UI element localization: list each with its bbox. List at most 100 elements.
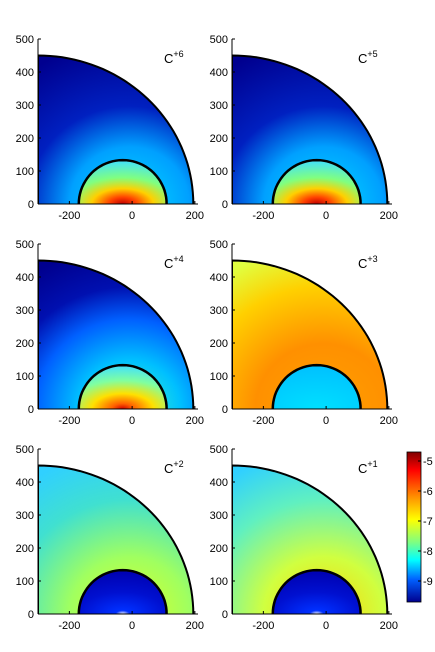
panel-c+6: 0 100 200 300 400 500 -200 0 200 C+6 — [16, 34, 204, 222]
x-tick-label: 0 — [129, 620, 135, 632]
x-tick-label: 0 — [129, 210, 135, 222]
panel-c+3: 0 100 200 300 400 500 -200 0 200 C+3 — [210, 239, 398, 427]
y-tick-label: 100 — [210, 371, 228, 383]
shock-region — [38, 465, 194, 614]
x-tick-label: 200 — [380, 210, 398, 222]
y-tick-label: 0 — [222, 404, 228, 416]
shock-boundary — [38, 464, 195, 614]
panel-label-base: C — [358, 461, 367, 476]
x-tick-label: -200 — [252, 210, 274, 222]
core-region — [78, 160, 167, 204]
y-tick-label: 300 — [210, 510, 228, 522]
x-tick-label: -200 — [58, 210, 80, 222]
y-tick-label: 200 — [16, 338, 34, 350]
panel-c+4: 0 100 200 300 400 500 -200 0 200 C+4 — [16, 239, 204, 427]
panel-label: C+6 — [164, 49, 184, 66]
shock-boundary — [38, 259, 195, 409]
colorbar: -5 -6 -7 -8 -9 — [406, 451, 433, 603]
panel-label-base: C — [358, 256, 367, 271]
y-tick-label: 400 — [16, 67, 34, 79]
y-tick-label: 0 — [28, 609, 34, 621]
y-tick-label: 400 — [210, 272, 228, 284]
shock-boundary — [232, 54, 389, 204]
obstacle-boundary — [77, 158, 168, 205]
colorbar-tick-label: -9 — [423, 576, 433, 588]
colorbar-tick-label: -8 — [423, 546, 433, 558]
panel-label-charge: +4 — [173, 254, 183, 264]
y-tick-label: 400 — [16, 477, 34, 489]
y-tick-label: 300 — [210, 305, 228, 317]
y-tick-label: 0 — [222, 609, 228, 621]
colorbar-tick-label: -7 — [423, 516, 433, 528]
panel-c+2: 0 100 200 300 400 500 -200 0 200 C+2 — [16, 444, 204, 632]
obstacle-boundary — [77, 363, 168, 410]
y-tick-label: 500 — [210, 34, 228, 46]
panel-label: C+1 — [358, 459, 378, 476]
shock-boundary — [232, 259, 389, 409]
obstacle-boundary — [271, 158, 362, 205]
panel-label-base: C — [358, 51, 367, 66]
y-tick-label: 500 — [210, 444, 228, 456]
x-tick-label: -200 — [252, 620, 274, 632]
y-tick-label: 100 — [16, 371, 34, 383]
colorbar-scale — [406, 451, 422, 603]
core-region — [78, 365, 167, 409]
panel-label-charge: +2 — [173, 459, 183, 469]
y-tick-label: 100 — [210, 576, 228, 588]
shock-region — [232, 260, 388, 409]
shock-region — [38, 260, 194, 409]
panel-label: C+4 — [164, 254, 184, 271]
x-tick-label: 0 — [323, 210, 329, 222]
shock-region — [38, 55, 194, 204]
obstacle-boundary — [271, 568, 362, 615]
y-tick-label: 300 — [210, 100, 228, 112]
y-tick-label: 100 — [16, 166, 34, 178]
x-tick-label: 200 — [380, 415, 398, 427]
y-tick-label: 0 — [222, 199, 228, 211]
x-tick-label: 200 — [380, 620, 398, 632]
y-tick-label: 300 — [16, 510, 34, 522]
core-region — [272, 365, 361, 409]
shock-boundary — [232, 464, 389, 614]
panel-label-base: C — [164, 461, 173, 476]
core-region — [272, 570, 361, 614]
obstacle-boundary — [77, 568, 168, 615]
y-tick-label: 200 — [210, 133, 228, 145]
panel-label: C+5 — [358, 49, 378, 66]
y-tick-label: 500 — [210, 239, 228, 251]
core-region — [78, 570, 167, 614]
x-tick-label: 200 — [186, 620, 204, 632]
panel-label-charge: +5 — [367, 49, 377, 59]
x-tick-label: 0 — [129, 415, 135, 427]
core-region — [272, 160, 361, 204]
panel-label-base: C — [164, 256, 173, 271]
colorbar-tick-label: -5 — [423, 456, 433, 468]
panel-label: C+2 — [164, 459, 184, 476]
obstacle-boundary — [271, 363, 362, 410]
panel-label-charge: +3 — [367, 254, 377, 264]
y-tick-label: 300 — [16, 100, 34, 112]
y-tick-label: 400 — [16, 272, 34, 284]
y-tick-label: 400 — [210, 67, 228, 79]
y-tick-label: 100 — [210, 166, 228, 178]
y-tick-label: 200 — [16, 543, 34, 555]
x-tick-label: -200 — [58, 620, 80, 632]
y-tick-label: 100 — [16, 576, 34, 588]
panel-label-base: C — [164, 51, 173, 66]
y-tick-label: 200 — [16, 133, 34, 145]
x-tick-label: 0 — [323, 415, 329, 427]
y-tick-label: 200 — [210, 338, 228, 350]
shock-region — [232, 465, 388, 614]
panel-c+1: 0 100 200 300 400 500 -200 0 200 C+1 — [210, 444, 398, 632]
y-tick-label: 0 — [28, 199, 34, 211]
shock-boundary — [38, 54, 195, 204]
panel-label-charge: +6 — [173, 49, 183, 59]
x-tick-label: -200 — [58, 415, 80, 427]
x-tick-label: 200 — [186, 415, 204, 427]
y-tick-label: 0 — [28, 404, 34, 416]
panel-c+5: 0 100 200 300 400 500 -200 0 200 C+5 — [210, 34, 398, 222]
y-tick-label: 400 — [210, 477, 228, 489]
x-tick-label: 200 — [186, 210, 204, 222]
